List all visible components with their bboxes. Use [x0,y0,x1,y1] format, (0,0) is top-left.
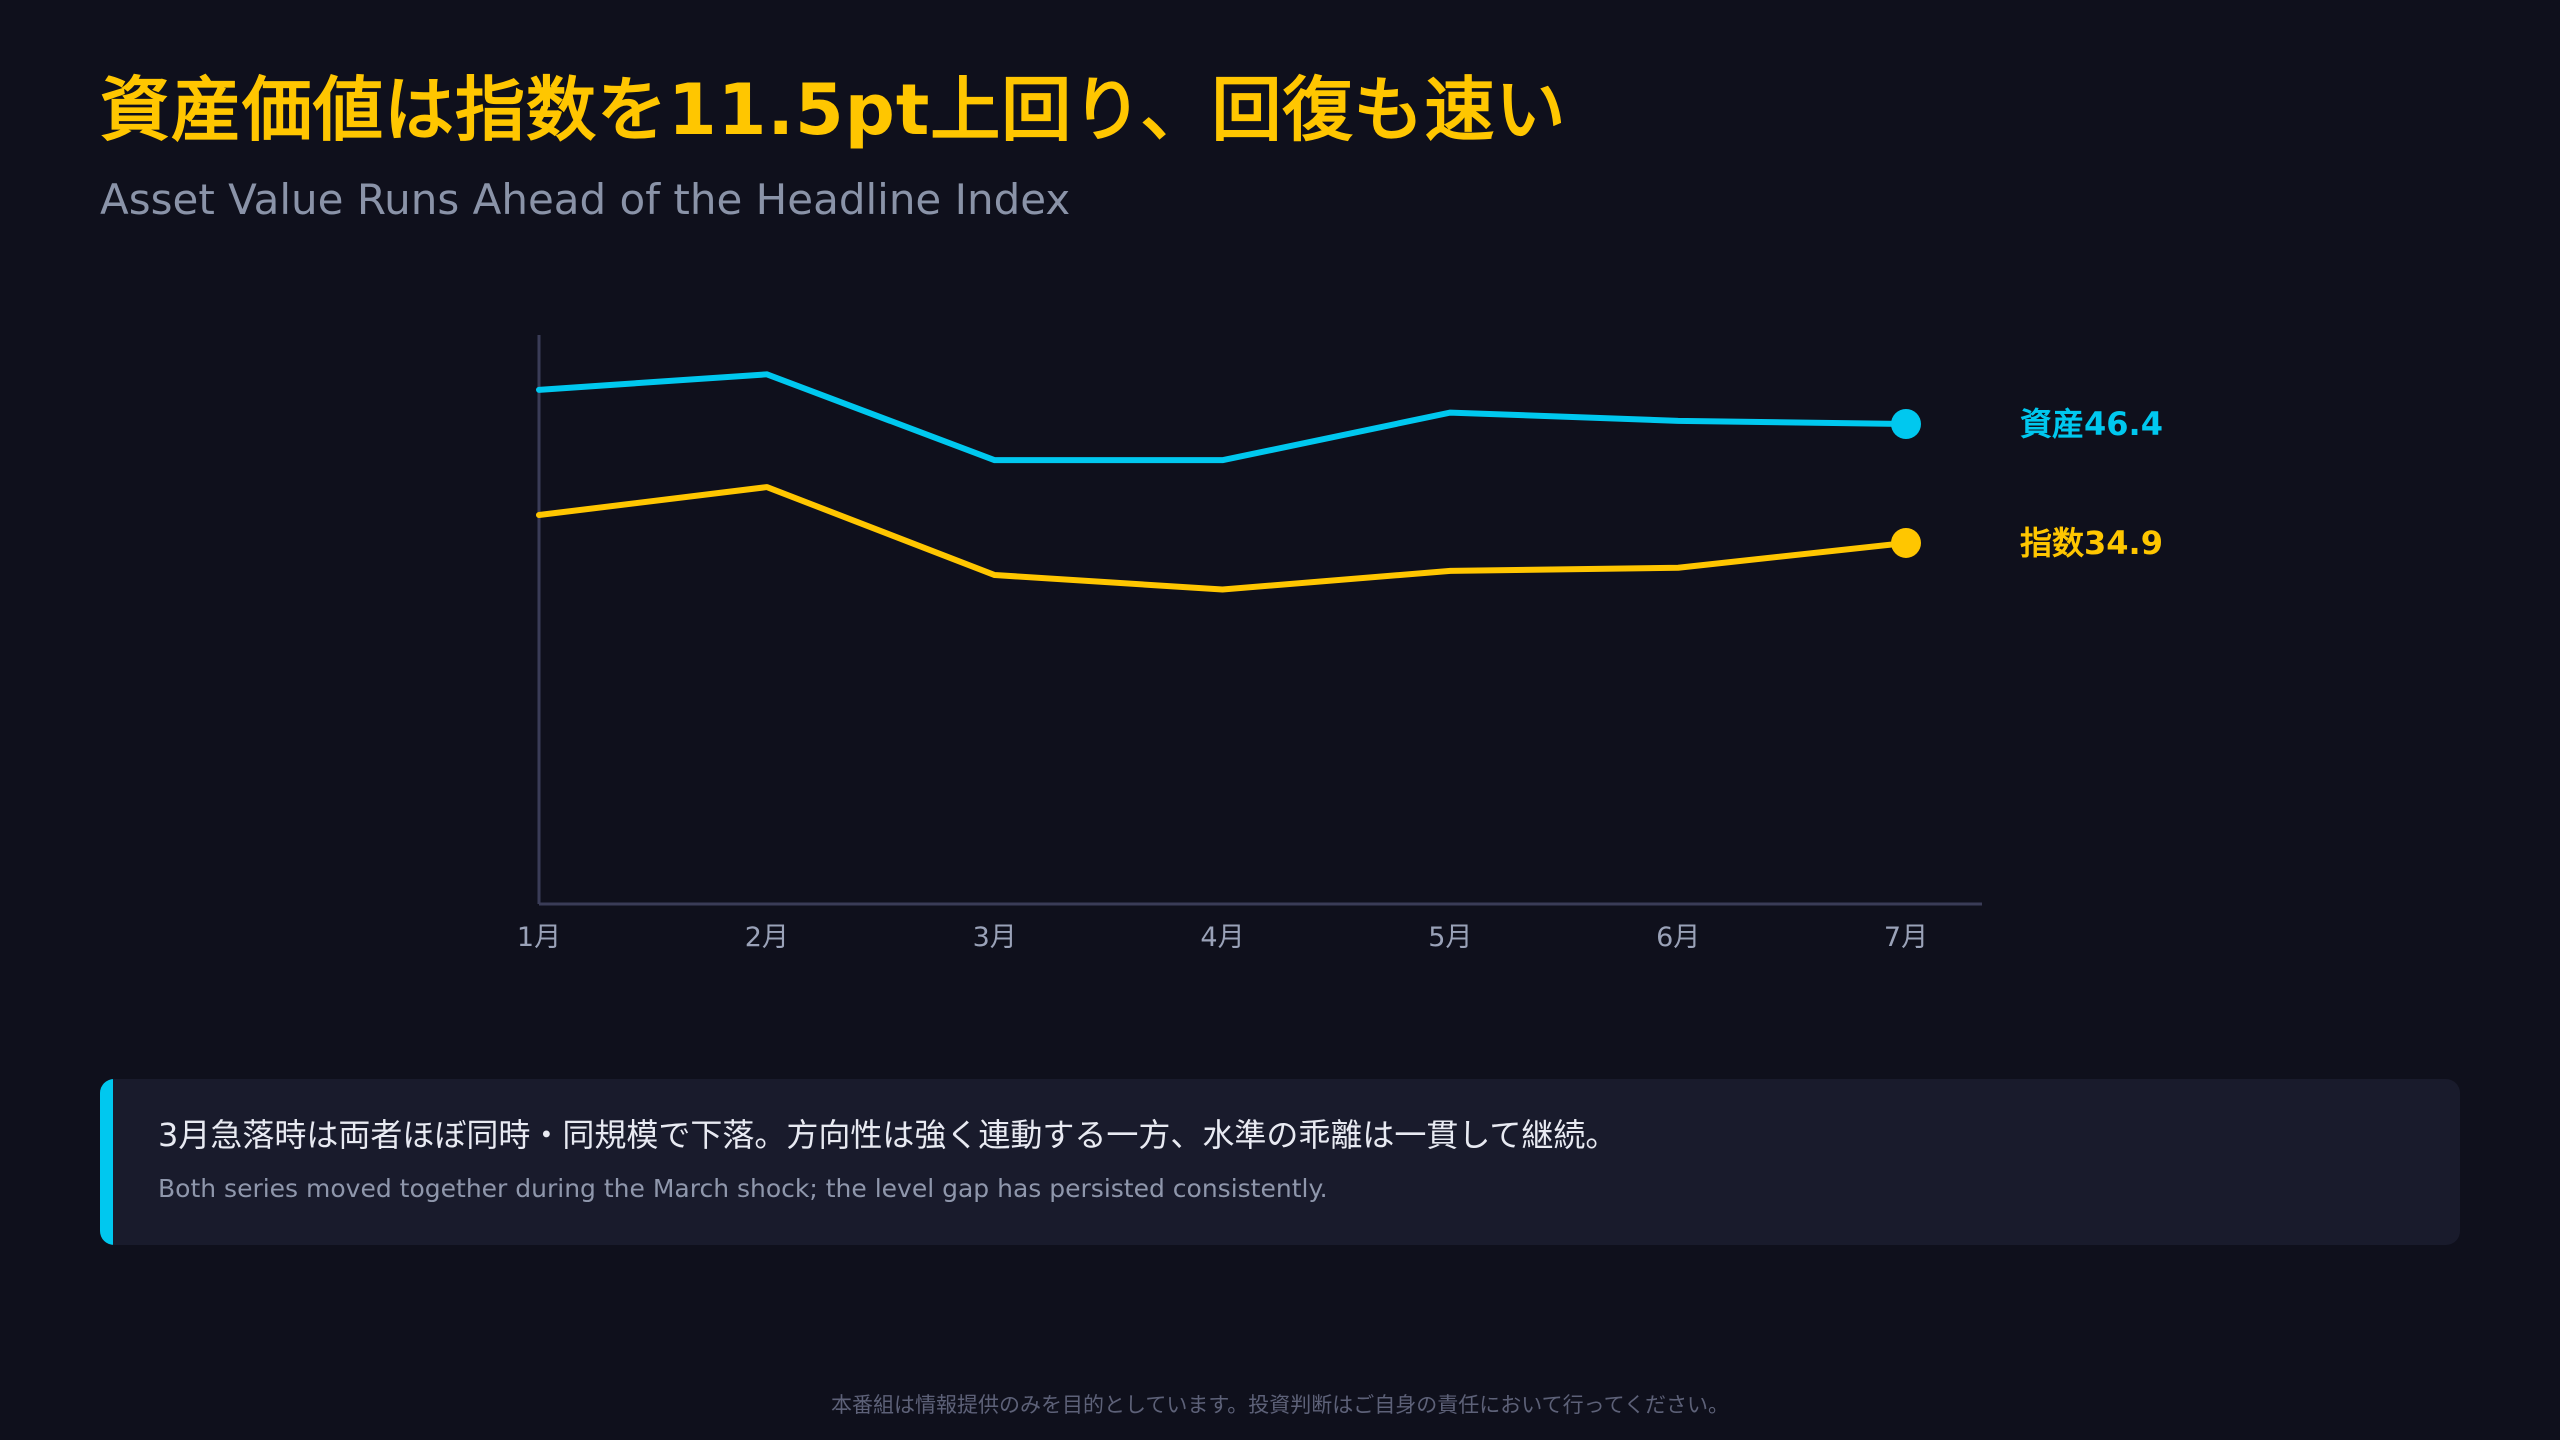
disclaimer: 本番組は情報提供のみを目的としています。投資判断はご自身の責任において行ってくだ… [831,1393,1729,1417]
insight-text-ja: 3月急落時は両者ほぼ同時・同規模で下落。方向性は強く連動する一方、水準の乖離は一… [158,1116,1618,1154]
series-layer: 資産46.4 指数34.9 [536,371,2163,593]
insight-text-en: Both series moved together during the Ma… [158,1174,1328,1203]
x-tick-label: 7月 [1884,922,1928,953]
insight-card: 3月急落時は両者ほぼ同時・同規模で下落。方向性は強く連動する一方、水準の乖離は一… [100,1079,2460,1245]
x-tick-label: 5月 [1428,922,1472,953]
page-title: 資産価値は指数を11.5pt上回り、回復も速い [100,69,1567,151]
x-tick-label: 2月 [745,922,789,953]
x-tick-label: 1月 [517,922,561,953]
x-tick-label: 6月 [1656,922,1700,953]
x-tick-labels: 1月 2月 3月 4月 5月 6月 7月 [517,922,1928,953]
x-tick-label: 3月 [973,922,1017,953]
series-end-point [1891,408,1921,439]
x-tick-label: 4月 [1200,922,1244,953]
series-end-label: 資産46.4 [2020,405,2163,443]
insight-accent-bar [100,1079,113,1245]
series-line [536,484,1909,593]
page-subtitle: Asset Value Runs Ahead of the Headline I… [100,175,1071,224]
series-end-label: 指数34.9 [2020,524,2163,562]
series-line [536,371,1909,464]
series-end-point [1891,527,1921,558]
